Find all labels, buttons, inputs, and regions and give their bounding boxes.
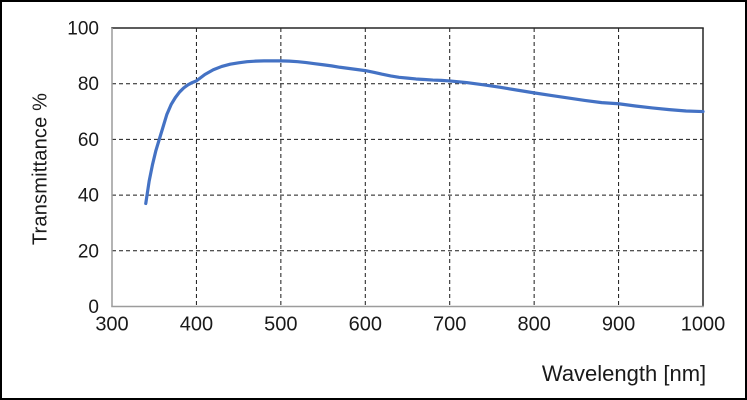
y-tick-label: 80 bbox=[78, 74, 99, 95]
y-tick-label: 100 bbox=[67, 19, 99, 40]
y-tick-label: 20 bbox=[78, 241, 99, 262]
y-tick-label: 0 bbox=[88, 297, 99, 318]
x-axis-title: Wavelength [nm] bbox=[541, 361, 707, 386]
x-tick-label: 800 bbox=[517, 314, 550, 336]
x-tick-label: 700 bbox=[433, 314, 466, 336]
transmittance-curve bbox=[144, 59, 705, 206]
x-tick-label: 900 bbox=[602, 314, 635, 336]
y-axis-title: Transmittance % bbox=[29, 92, 52, 246]
x-tick-label: 300 bbox=[95, 314, 128, 336]
y-tick-label: 40 bbox=[78, 186, 99, 207]
x-tick-label: 400 bbox=[180, 314, 213, 336]
y-tick-label: 60 bbox=[78, 130, 99, 151]
x-tick-label: 600 bbox=[349, 314, 382, 336]
x-tick-label: 500 bbox=[264, 314, 297, 336]
x-tick-label: 1000 bbox=[681, 314, 726, 336]
